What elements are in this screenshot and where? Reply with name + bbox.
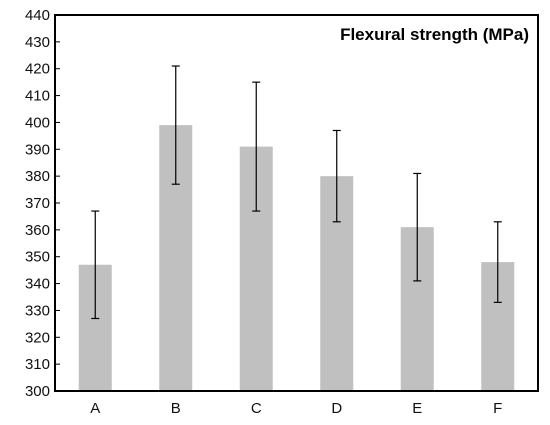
x-tick-label: D (331, 400, 342, 417)
x-tick-label: A (90, 400, 100, 417)
error-bar-A (91, 210, 100, 320)
x-axis: A B C D E F (90, 400, 502, 417)
error-bar-B (171, 65, 180, 185)
y-tick-label: 350 (25, 249, 50, 266)
y-tick-label: 430 (25, 34, 50, 51)
y-tick-label: 440 (25, 7, 50, 24)
y-tick-label: 390 (25, 141, 50, 158)
x-tick-label: F (493, 400, 502, 417)
y-tick-label: 360 (25, 222, 50, 239)
y-tick-label: 380 (25, 168, 50, 185)
y-tick-label: 400 (25, 114, 50, 131)
error-bar-E (413, 172, 422, 282)
error-bars-layer (91, 65, 502, 320)
y-tick-label: 420 (25, 61, 50, 78)
x-tick-label: C (251, 400, 262, 417)
y-axis: 300 310 320 330 340 350 360 370 380 390 400 410 420 4… (25, 7, 60, 400)
y-tick-label: 310 (25, 356, 50, 373)
x-tick-label: E (412, 400, 422, 417)
y-tick-label: 320 (25, 329, 50, 346)
chart-title: Flexural strength (MPa) (340, 25, 529, 44)
error-bar-C (252, 81, 261, 212)
y-tick-label: 340 (25, 276, 50, 293)
y-tick-label: 410 (25, 88, 50, 105)
bars-layer (78, 125, 515, 391)
y-tick-label: 370 (25, 195, 50, 212)
x-tick-label: B (171, 400, 181, 417)
y-tick-label: 330 (25, 302, 50, 319)
error-bar-F (493, 221, 502, 303)
plot-frame (54, 14, 539, 392)
y-tick-label: 300 (25, 383, 50, 400)
error-bar-D (332, 129, 341, 223)
